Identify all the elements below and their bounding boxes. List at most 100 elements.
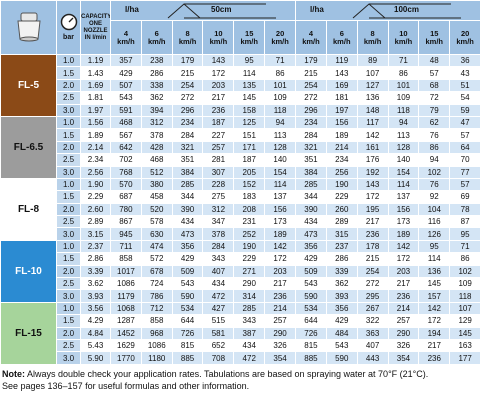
rate: 393 (325, 289, 358, 303)
table-row: 2.5 2.34 702 468 351 281 187 140 351 234 176 140 94 7… (1, 153, 480, 167)
rate: 252 (233, 227, 266, 241)
pressure: 2.0 (56, 264, 81, 279)
rate: 285 (295, 177, 327, 192)
capacity: 3.62 (80, 277, 111, 291)
rate: 285 (171, 177, 204, 192)
rate: 290 (387, 326, 420, 341)
rate: 143 (325, 66, 358, 80)
speed-header: 6 km/h (140, 20, 173, 55)
rate: 254 (356, 264, 389, 279)
pressure: 2.0 (56, 326, 81, 341)
rate: 78 (449, 202, 480, 217)
rate: 77 (449, 165, 480, 179)
rate: 172 (202, 66, 235, 80)
rate: 127 (356, 78, 389, 93)
rate: 390 (295, 202, 327, 217)
pressure: 1.5 (56, 252, 81, 266)
rate: 128 (264, 140, 297, 155)
rate: 43 (449, 66, 480, 80)
rate: 87 (449, 215, 480, 229)
rate: 724 (140, 277, 173, 291)
rate: 179 (171, 53, 204, 68)
table-row: 1.5 4.29 1287 858 644 515 343 257 644 429 322 257 17… (1, 314, 480, 328)
rate: 172 (418, 314, 451, 328)
rate: 116 (418, 215, 451, 229)
rate: 117 (356, 115, 389, 130)
spacing: 50cm (211, 5, 232, 14)
rate: 326 (264, 338, 297, 353)
pressure: 2.5 (56, 91, 81, 105)
rate: 443 (356, 351, 389, 365)
rate: 54 (449, 91, 480, 105)
rate: 343 (233, 314, 266, 328)
rate: 307 (202, 165, 235, 179)
spacing: 100cm (394, 5, 419, 14)
rate: 885 (171, 351, 204, 365)
rate: 343 (202, 252, 235, 266)
rate: 102 (418, 165, 451, 179)
rate: 178 (356, 239, 389, 254)
unit: l/ha (310, 5, 324, 14)
pressure: 1.0 (56, 301, 81, 316)
rate: 137 (264, 190, 297, 204)
rate: 780 (110, 202, 142, 217)
rate: 76 (418, 177, 451, 192)
rate: 64 (449, 140, 480, 155)
pressure: 1.5 (56, 66, 81, 80)
rate: 161 (356, 140, 389, 155)
rate: 142 (418, 301, 451, 316)
table-row: FL-15 1.0 3.56 1068 712 534 427 285 214 534 356 267… (0, 301, 480, 365)
rate: 214 (325, 140, 358, 155)
rate: 145 (418, 277, 451, 291)
rate: 236 (418, 351, 451, 365)
rate: 95 (233, 53, 266, 68)
rate: 156 (264, 202, 297, 217)
rate: 644 (171, 314, 204, 328)
capacity: 1.90 (80, 177, 111, 192)
rate: 507 (110, 78, 142, 93)
rate: 570 (110, 177, 142, 192)
bar-header: bar (56, 0, 81, 55)
rate: 284 (295, 128, 327, 142)
rate: 458 (140, 190, 173, 204)
rate: 289 (325, 215, 358, 229)
speed-header: 20 km/h (264, 20, 297, 55)
rate: 356 (171, 239, 204, 254)
rate: 195 (356, 202, 389, 217)
nozzle-table: bar CAPACITY ONE NOZZLE IN l/min l/ha 50… (0, 0, 480, 365)
table-row: FL-6.5 1.0 1.56 468 312 234 187 125 94 234 156 117 9… (0, 115, 480, 179)
rate: 815 (295, 338, 327, 353)
capacity: 2.14 (80, 140, 111, 155)
section-100: l/ha 100cm (295, 0, 480, 21)
table-row: 1.5 1.89 567 378 284 227 151 113 284 189 142 113 76 5… (1, 128, 480, 142)
table-row: 3.0 1.97 591 394 296 236 158 118 296 197 148 118 79 5… (1, 103, 480, 117)
rate: 708 (202, 351, 235, 365)
nozzle-label: FL-5 (0, 54, 57, 117)
rate: 229 (233, 252, 266, 266)
rate: 217 (264, 277, 297, 291)
pressure: 2.5 (56, 215, 81, 229)
capacity: 3.93 (80, 289, 111, 303)
rate: 57 (418, 66, 451, 80)
rate: 384 (295, 165, 327, 179)
rate: 217 (387, 277, 420, 291)
capacity: 2.56 (80, 165, 111, 179)
rate: 473 (295, 227, 327, 241)
rate: 515 (202, 314, 235, 328)
rate: 176 (356, 153, 389, 167)
rate: 173 (387, 215, 420, 229)
rate: 172 (387, 252, 420, 266)
capacity: 4.84 (80, 326, 111, 341)
rate: 129 (449, 314, 480, 328)
rate: 312 (140, 115, 173, 130)
rate: 344 (295, 190, 327, 204)
note: Always double check your application rat… (27, 368, 429, 379)
pressure: 1.5 (56, 314, 81, 328)
capacity: 1.69 (80, 78, 111, 93)
pressure: 1.5 (56, 190, 81, 204)
table-row: 2.5 2.89 867 578 434 347 231 173 434 289 217 173 116… (1, 215, 480, 229)
rate: 257 (387, 314, 420, 328)
rate: 142 (387, 239, 420, 254)
table-row: 1.5 2.29 687 458 344 275 183 137 344 229 172 137 92 6… (1, 190, 480, 204)
rate: 429 (110, 66, 142, 80)
